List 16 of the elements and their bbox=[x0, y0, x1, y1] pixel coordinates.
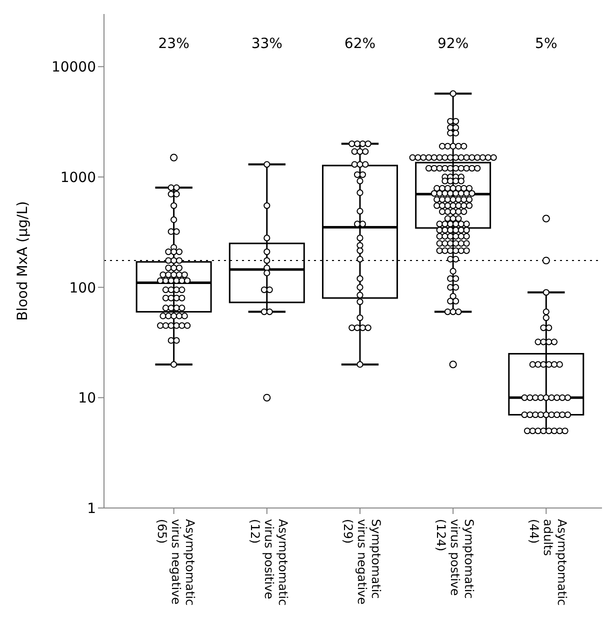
x-tick-label: Asymptomatic virus negative (65) bbox=[154, 519, 197, 606]
x-tick-label: Symptomatic virus negative (29) bbox=[340, 519, 383, 605]
annotation: 33% bbox=[251, 36, 282, 52]
annotation: 5% bbox=[535, 36, 558, 52]
annotation: 92% bbox=[438, 36, 469, 52]
y-axis-title: Blood MxA (μg/L) bbox=[14, 201, 31, 321]
y-tick-label: 1 bbox=[87, 500, 96, 517]
y-tick-label: 100 bbox=[69, 280, 96, 296]
y-tick-label: 1000 bbox=[60, 170, 96, 186]
x-tick-label: Asymptomatic virus positive (12) bbox=[248, 519, 290, 606]
annotation: 62% bbox=[344, 36, 376, 52]
x-tick-label: Asymptomatic adults (44) bbox=[527, 519, 570, 606]
y-tick-label: 10000 bbox=[51, 60, 96, 76]
annotation: 23% bbox=[158, 36, 190, 52]
y-tick-label: 10 bbox=[78, 390, 96, 407]
x-tick-label: Symptomatic virus postive (124) bbox=[434, 519, 476, 599]
